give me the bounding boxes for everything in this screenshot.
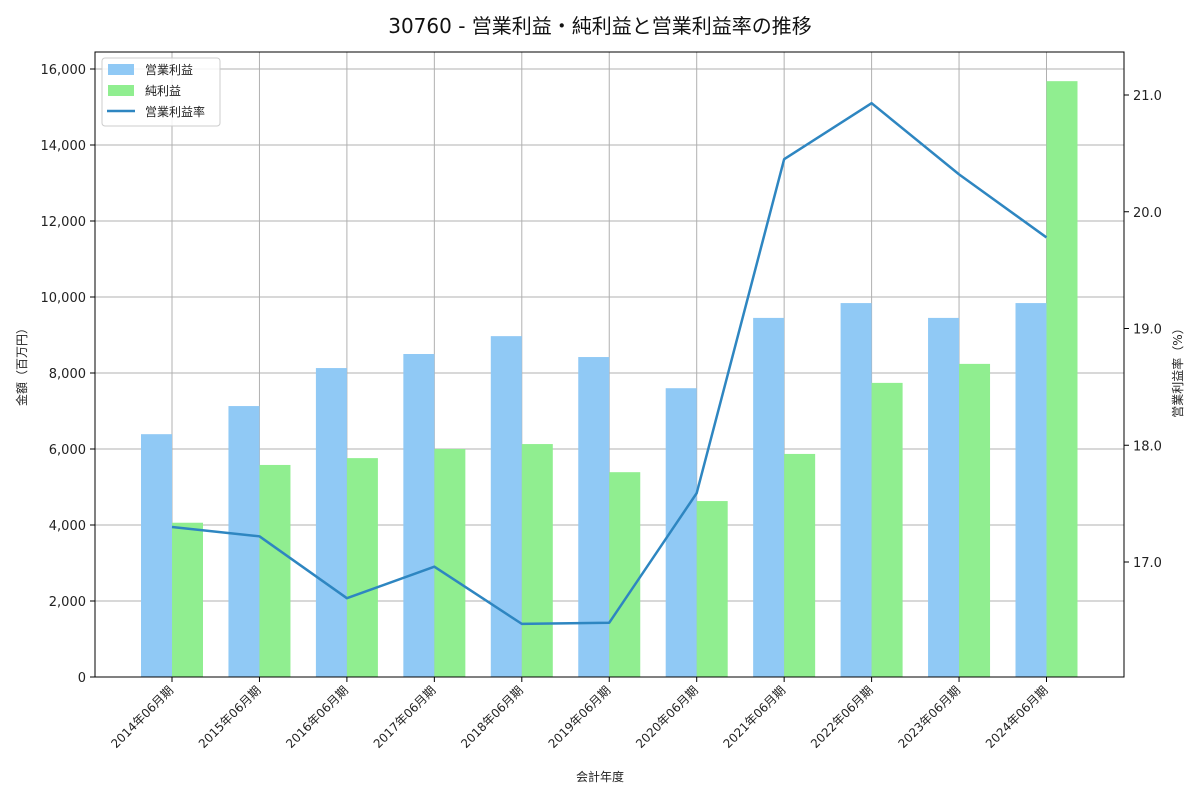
bar-net-profit: [521, 444, 553, 677]
x-tick-label: 2020年06月期: [633, 683, 701, 751]
x-tick-label: 2018年06月期: [458, 683, 526, 751]
bar-operating-profit: [141, 434, 172, 677]
chart-title: 30760 - 営業利益・純利益と営業利益率の推移: [388, 14, 812, 38]
bar-operating-profit: [490, 336, 522, 677]
y2-tick-label: 20.0: [1133, 206, 1162, 221]
x-tick-label: 2023年06月期: [895, 683, 963, 751]
y-tick-label: 6,000: [49, 443, 86, 458]
y-axis-right-title: 営業利益率（%）: [1170, 322, 1185, 417]
bar-operating-profit: [228, 406, 260, 677]
bar-operating-profit: [403, 354, 435, 677]
bar-net-profit: [696, 501, 728, 677]
x-tick-label: 2015年06月期: [196, 683, 264, 751]
legend: 営業利益 純利益 営業利益率: [101, 57, 221, 127]
x-tick-label: 2017年06月期: [371, 683, 439, 751]
x-tick-label: 2016年06月期: [283, 683, 351, 751]
x-tick-label: 2014年06月期: [108, 683, 176, 751]
bar-net-profit: [172, 522, 203, 677]
bar-net-profit: [259, 464, 291, 677]
y-axis-left: 0 2,000 4,000 6,000 8,000 10,000 12,000 14,000 1…: [41, 63, 95, 686]
legend-label-operating-margin: 営業利益率: [145, 104, 205, 119]
bar-operating-profit: [578, 357, 610, 677]
line-series: [171, 101, 1048, 626]
legend-swatch-operating-profit: [108, 64, 134, 75]
bar-net-profit: [346, 458, 378, 677]
line-operating-margin: [171, 101, 1048, 626]
x-axis: 2014年06月期 2015年06月期 2016年06月期 2017年06月期 2018…: [108, 677, 1051, 751]
x-tick-label: 2022年06月期: [808, 683, 876, 751]
x-tick-label: 2019年06月期: [546, 683, 614, 751]
legend-swatch-net-profit: [108, 85, 134, 96]
y-axis-left-title: 金額（百万円）: [14, 322, 29, 406]
bar-operating-profit: [840, 303, 872, 677]
y2-tick-label: 17.0: [1133, 556, 1162, 571]
bar-operating-profit: [753, 317, 785, 677]
y-tick-label: 8,000: [49, 367, 86, 382]
bar-net-profit: [784, 453, 816, 677]
y-tick-label: 10,000: [41, 291, 87, 306]
bar-operating-profit: [1015, 303, 1047, 677]
y-tick-label: 4,000: [49, 519, 86, 534]
bar-net-profit: [434, 449, 466, 677]
bar-net-profit: [959, 363, 991, 677]
legend-label-operating-profit: 営業利益: [145, 63, 193, 77]
bar-net-profit: [871, 382, 903, 677]
y-tick-label: 0: [78, 671, 86, 686]
y-tick-label: 16,000: [41, 63, 87, 78]
x-tick-label: 2021年06月期: [721, 683, 789, 751]
bar-operating-profit: [315, 368, 347, 677]
legend-label-net-profit: 純利益: [145, 84, 181, 98]
y2-tick-label: 21.0: [1133, 89, 1162, 104]
y-tick-label: 2,000: [49, 595, 86, 610]
y-tick-label: 12,000: [41, 215, 87, 230]
y-tick-label: 14,000: [41, 139, 87, 154]
bar-operating-profit: [928, 317, 960, 677]
bar-net-profit: [609, 472, 641, 677]
y2-tick-label: 18.0: [1133, 439, 1162, 454]
y2-tick-label: 19.0: [1133, 323, 1162, 338]
bar-net-profit: [1046, 81, 1078, 677]
y-axis-right: 17.0 18.0 19.0 20.0 21.0: [1124, 89, 1162, 571]
x-tick-label: 2024年06月期: [983, 683, 1051, 751]
x-axis-title: 会計年度: [576, 769, 624, 784]
